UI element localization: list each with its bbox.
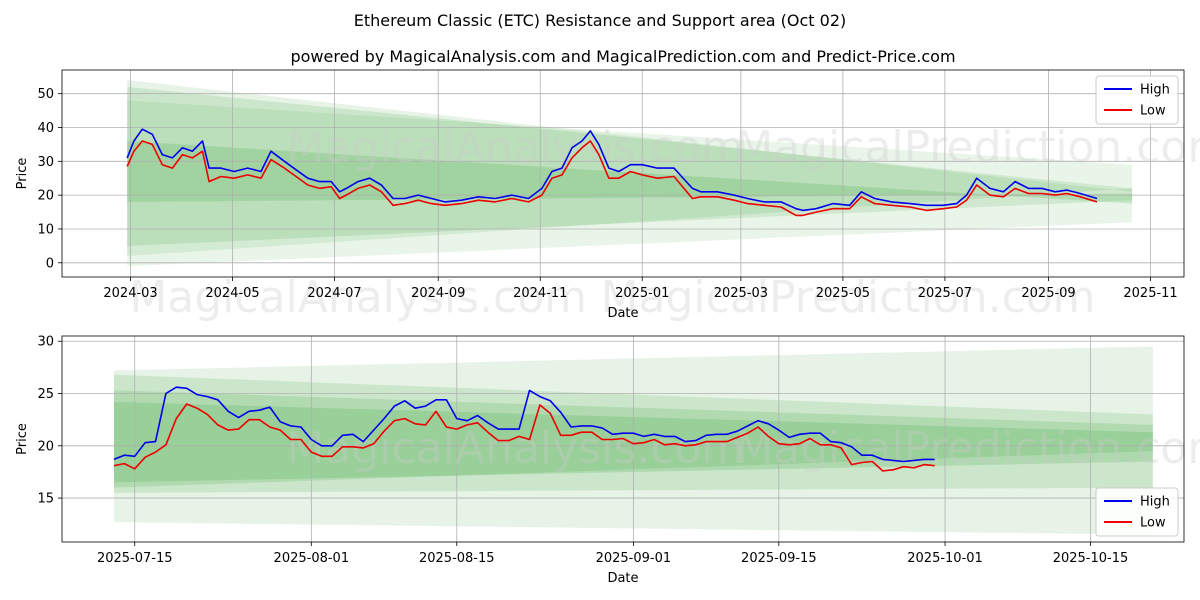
series-high-line (126, 128, 1098, 212)
y-tick-label: 50 (37, 87, 54, 102)
x-tick-label: 2025-11 (1123, 286, 1177, 301)
series-lines (126, 128, 1098, 217)
y-tick-label: 20 (37, 189, 54, 204)
watermark-analysis: MagicalAnalysis.com (129, 272, 587, 323)
series-low-line (126, 140, 1098, 217)
x-tick-label: 2025-07 (918, 286, 972, 301)
band-3 (127, 141, 1133, 204)
x-tick-label: 2025-01 (615, 286, 669, 301)
grid (62, 70, 1184, 277)
y-tick-label: 20 (37, 439, 54, 454)
series-low-line (113, 403, 935, 472)
chart-subtitle: powered by MagicalAnalysis.com and Magic… (290, 47, 955, 66)
chart-title: Ethereum Classic (ETC) Resistance and Su… (354, 11, 847, 30)
y-tick-label: 0 (46, 256, 54, 271)
y-axis-label: Price (15, 423, 30, 455)
x-tick-label: 2024-07 (307, 286, 361, 301)
y-tick-label: 15 (37, 492, 54, 507)
legend-label-high: High (1140, 83, 1170, 98)
x-tick-label: 2025-09 (1021, 286, 1075, 301)
legend: High Low (1095, 75, 1179, 125)
axes-frame (61, 335, 1185, 543)
x-axis-label: Date (607, 571, 638, 586)
watermark-prediction: MagicalPrediction.com (601, 272, 1096, 323)
legend: High Low (1095, 487, 1179, 537)
band-0 (127, 80, 1133, 257)
series-high-line (113, 386, 935, 463)
watermark-prediction: MagicalPrediction.com (735, 423, 1200, 474)
y-axis-label: Price (15, 158, 30, 190)
grid (62, 336, 1184, 542)
bottom-chart-panel: MagicalAnalysis.comMagicalPrediction.com… (15, 335, 1200, 586)
y-tick-label: 40 (37, 121, 54, 136)
x-tick-label: 2025-08-01 (274, 551, 350, 566)
axes-frame (61, 69, 1185, 278)
plot-area (62, 70, 1184, 277)
legend-label-low: Low (1140, 516, 1166, 531)
x-tick-label: 2025-10-15 (1053, 551, 1129, 566)
watermark-analysis: MagicalAnalysis.com (286, 423, 744, 474)
top-chart-panel: MagicalAnalysis.comMagicalPrediction.com… (15, 69, 1200, 323)
watermark-analysis: MagicalAnalysis.com (286, 122, 744, 173)
x-tick-label: 2024-09 (411, 286, 465, 301)
band-1 (127, 86, 1133, 246)
x-tick-label: 2025-10-01 (907, 551, 983, 566)
x-tick-label: 2025-07-15 (97, 551, 173, 566)
legend-label-high: High (1140, 495, 1170, 510)
x-axis-label: Date (607, 306, 638, 321)
x-tick-label: 2025-03 (714, 286, 768, 301)
y-tick-label: 10 (37, 222, 54, 237)
x-tick-label: 2024-03 (103, 286, 157, 301)
x-tick-label: 2025-05 (816, 286, 870, 301)
legend-label-low: Low (1140, 104, 1166, 119)
x-tick-label: 2025-08-15 (419, 551, 495, 566)
x-tick-label: 2025-09-01 (596, 551, 672, 566)
x-tick-label: 2024-05 (205, 286, 259, 301)
y-tick-label: 25 (37, 387, 54, 402)
support-resistance-bands (127, 80, 1133, 267)
series-lines (113, 386, 935, 472)
x-tick-label: 2024-11 (513, 286, 567, 301)
x-tick-label: 2025-09-15 (741, 551, 817, 566)
band-2 (127, 100, 1133, 267)
watermark-prediction: MagicalPrediction.com (735, 122, 1200, 173)
y-tick-label: 30 (37, 335, 54, 350)
y-tick-label: 30 (37, 155, 54, 170)
